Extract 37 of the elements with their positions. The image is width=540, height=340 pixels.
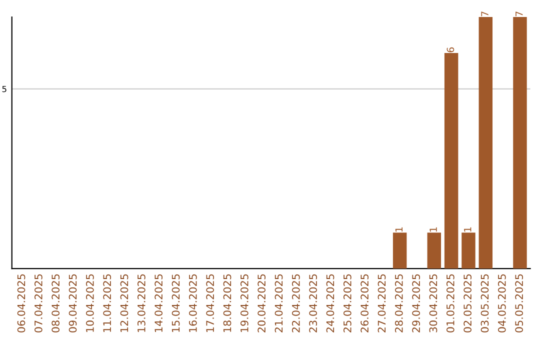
y-tick-label: 5 bbox=[2, 86, 6, 92]
data-label: 7 bbox=[481, 12, 488, 16]
x-tick-label: 26.04.2025 bbox=[360, 274, 369, 332]
x-tick-label: 07.04.2025 bbox=[34, 274, 42, 332]
x-tick-label: 04.05.2025 bbox=[498, 274, 506, 332]
x-tick-label: 12.04.2025 bbox=[120, 274, 128, 332]
x-tick-label: 23.04.2025 bbox=[309, 274, 318, 332]
x-tick-label: 30.04.2025 bbox=[429, 274, 438, 332]
x-tick-label: 20.04.2025 bbox=[258, 274, 266, 332]
x-tick-label: 05.05.2025 bbox=[515, 274, 524, 332]
x-tick-label: 25.04.2025 bbox=[343, 274, 352, 332]
x-tick-label: 18.04.2025 bbox=[223, 274, 232, 332]
x-tick-label: 10.04.2025 bbox=[86, 274, 94, 332]
x-tick-label: 29.04.2025 bbox=[412, 274, 420, 332]
data-label: 7 bbox=[516, 12, 523, 16]
x-tick-label: 24.04.2025 bbox=[326, 274, 334, 332]
x-tick-label: 19.04.2025 bbox=[240, 274, 248, 332]
x-tick-label: 16.04.2025 bbox=[188, 274, 197, 332]
x-tick-label: 08.04.2025 bbox=[52, 274, 60, 332]
x-tick-label: 01.05.2025 bbox=[446, 274, 454, 332]
x-tick-label: 17.04.2025 bbox=[206, 274, 214, 332]
x-tick-label: 14.04.2025 bbox=[154, 274, 163, 332]
data-label: 1 bbox=[430, 227, 437, 232]
x-tick-label: 27.04.2025 bbox=[378, 274, 386, 332]
x-tick-label: 11.04.2025 bbox=[103, 274, 112, 332]
x-tick-label: 22.04.2025 bbox=[292, 274, 300, 332]
x-tick-label: 13.04.2025 bbox=[137, 274, 146, 332]
data-label: 1 bbox=[395, 227, 403, 232]
x-tick-label: 21.04.2025 bbox=[274, 274, 283, 332]
x-tick-label: 09.04.2025 bbox=[68, 274, 77, 332]
x-tick-label: 02.05.2025 bbox=[464, 274, 472, 332]
x-tick-label: 03.05.2025 bbox=[480, 274, 489, 332]
data-label: 6 bbox=[446, 47, 454, 52]
x-tick-label: 15.04.2025 bbox=[172, 274, 180, 332]
data-label: 1 bbox=[464, 227, 472, 232]
x-tick-label: 28.04.2025 bbox=[394, 274, 403, 332]
x-tick-label: 06.04.2025 bbox=[17, 274, 26, 332]
